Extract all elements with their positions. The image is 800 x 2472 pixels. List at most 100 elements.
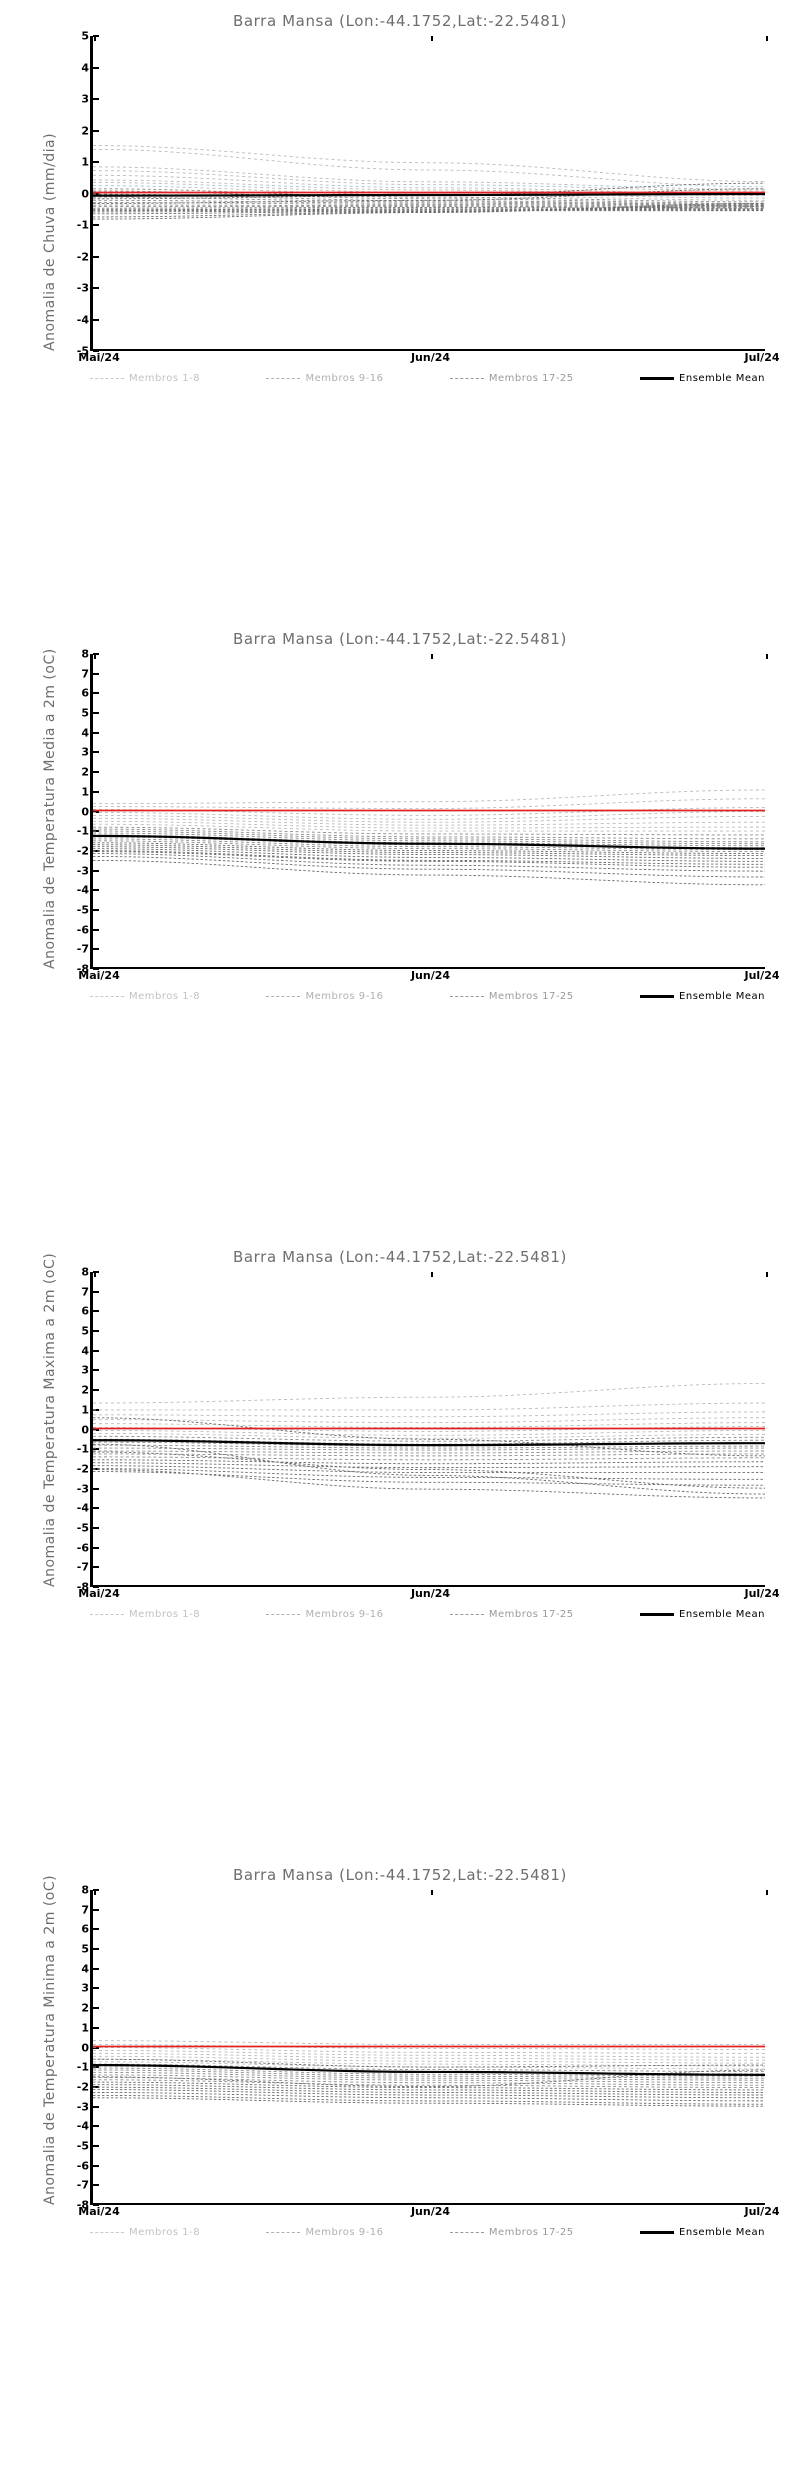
y-axis-tick-mark <box>93 849 99 852</box>
member-line <box>93 817 765 826</box>
dashed-line-icon <box>266 377 301 379</box>
y-axis-tick-mark <box>93 1349 99 1352</box>
member-line <box>93 2069 765 2079</box>
x-axis-tick-mark <box>430 654 433 659</box>
chart-legend: Membros 1-8 Membros 9-16 Membros 17-25 Ense… <box>90 1606 765 1622</box>
member-line <box>93 848 765 862</box>
y-axis-tick-mark <box>93 790 99 793</box>
y-axis-tick-mark <box>93 672 99 675</box>
y-axis-tick-label: -2 <box>76 844 89 858</box>
y-axis-tick-label: 2 <box>81 2001 89 2015</box>
y-axis-tick-mark <box>93 692 99 695</box>
member-line <box>93 850 765 865</box>
legend-item-membros-9-16[interactable]: Membros 9-16 <box>266 2227 383 2238</box>
y-axis-tick-label: 1 <box>81 1403 89 1417</box>
legend-item-ensemble-mean[interactable]: Ensemble Mean <box>640 1609 765 1620</box>
y-axis-tick-label: -8 <box>76 1580 89 1594</box>
y-axis-tick-label: 4 <box>81 726 89 740</box>
y-axis-tick-label: -5 <box>76 344 89 358</box>
y-axis-label: Anomalia de Temperatura Media a 2m (oC) <box>42 648 58 969</box>
member-line <box>93 1426 765 1432</box>
y-axis-tick-label: -2 <box>76 2080 89 2094</box>
legend-item-membros-17-25[interactable]: Membros 17-25 <box>449 373 574 384</box>
dashed-line-icon <box>90 377 124 379</box>
legend-label: Membros 1-8 <box>129 1608 201 1620</box>
member-line <box>93 1444 765 1449</box>
y-axis-tick-label: 8 <box>81 1265 89 1279</box>
member-line <box>93 1465 765 1473</box>
legend-item-membros-9-16[interactable]: Membros 9-16 <box>266 373 383 384</box>
y-axis-tick-mark <box>93 1487 99 1490</box>
y-axis-label: Anomalia de Temperatura Maxima a 2m (oC) <box>42 1252 58 1587</box>
dashed-line-icon <box>266 995 301 997</box>
member-line <box>93 853 765 872</box>
member-line <box>93 2049 765 2058</box>
legend-item-ensemble-mean[interactable]: Ensemble Mean <box>640 991 765 1002</box>
y-axis-tick-label: 0 <box>81 805 89 818</box>
y-axis-tick-mark <box>93 1566 99 1569</box>
y-axis-tick-label: -1 <box>76 2060 89 2074</box>
plot-area: 8 7 6 5 4 3 2 1 0 -1 -2 -3 -4 -5 -6 -7 -8 Mai/24 Jun/24 Jul… <box>77 649 780 983</box>
x-axis-tick-label: Jul/24 <box>744 1587 780 1600</box>
member-line <box>93 2040 765 2045</box>
member-line <box>93 145 765 182</box>
legend-item-membros-1-8[interactable]: Membros 1-8 <box>90 373 200 384</box>
member-line <box>93 1450 765 1454</box>
y-axis-tick-label: 3 <box>81 1981 89 1995</box>
legend-item-membros-1-8[interactable]: Membros 1-8 <box>90 2227 200 2238</box>
member-line <box>93 2047 765 2054</box>
y-axis-tick-label: 6 <box>81 686 89 700</box>
x-axis-tick-mark <box>94 654 96 659</box>
y-axis-tick-mark <box>93 66 99 69</box>
legend-item-membros-9-16[interactable]: Membros 9-16 <box>266 991 383 1002</box>
dashed-line-icon <box>266 1613 301 1615</box>
member-line <box>93 204 765 218</box>
y-axis-tick-mark <box>93 2007 99 2010</box>
dashed-line-icon <box>449 995 484 997</box>
y-axis-tick-mark <box>93 712 99 715</box>
member-line <box>93 1402 765 1411</box>
member-line <box>93 1432 765 1439</box>
legend-item-membros-17-25[interactable]: Membros 17-25 <box>449 2227 574 2238</box>
member-line <box>93 851 765 868</box>
dashed-line-icon <box>90 1613 124 1615</box>
y-axis-tick-mark <box>93 830 99 833</box>
member-line <box>93 2044 765 2050</box>
y-axis-tick-mark <box>93 653 99 655</box>
y-axis-tick-label: -4 <box>76 2119 89 2133</box>
member-line <box>93 196 765 206</box>
legend-item-membros-9-16[interactable]: Membros 9-16 <box>266 1609 383 1620</box>
y-axis-tick-mark <box>93 350 99 352</box>
y-axis-tick-label: -3 <box>76 2100 89 2114</box>
legend-item-ensemble-mean[interactable]: Ensemble Mean <box>640 2227 765 2238</box>
y-axis-tick-mark <box>93 2164 99 2167</box>
y-axis-tick-label: 0 <box>81 187 89 200</box>
y-axis-tick-label: 3 <box>81 1363 89 1377</box>
y-axis-tick-mark <box>93 1467 99 1470</box>
x-axis-tick-mark <box>430 36 433 41</box>
legend-item-membros-17-25[interactable]: Membros 17-25 <box>449 1609 574 1620</box>
x-axis-tick-mark <box>766 1890 768 1895</box>
legend-item-membros-1-8[interactable]: Membros 1-8 <box>90 991 200 1002</box>
y-axis-tick-label: 3 <box>81 92 89 106</box>
chart-legend: Membros 1-8 Membros 9-16 Membros 17-25 Ense… <box>90 988 765 1004</box>
y-axis-tick-mark <box>93 1448 99 1451</box>
series-canvas <box>93 145 765 220</box>
x-axis-tick-label: Jun/24 <box>410 351 451 364</box>
y-axis-tick-mark <box>93 2046 99 2049</box>
chart-panel-precip: Barra Mansa (Lon:-44.1752,Lat:-22.5481) A… <box>0 0 800 618</box>
legend-item-membros-1-8[interactable]: Membros 1-8 <box>90 1609 200 1620</box>
legend-label: Ensemble Mean <box>679 990 765 1002</box>
member-line <box>93 820 765 829</box>
member-line <box>93 798 765 809</box>
x-axis-tick-label: Mai/24 <box>78 2205 120 2218</box>
member-line <box>93 210 765 213</box>
y-axis-tick-label: 5 <box>81 1942 89 1956</box>
legend-item-ensemble-mean[interactable]: Ensemble Mean <box>640 373 765 384</box>
member-line <box>93 2079 765 2089</box>
member-line <box>93 1411 765 1418</box>
y-axis-tick-mark <box>93 1546 99 1549</box>
member-line <box>93 2086 765 2096</box>
legend-item-membros-17-25[interactable]: Membros 17-25 <box>449 991 574 1002</box>
